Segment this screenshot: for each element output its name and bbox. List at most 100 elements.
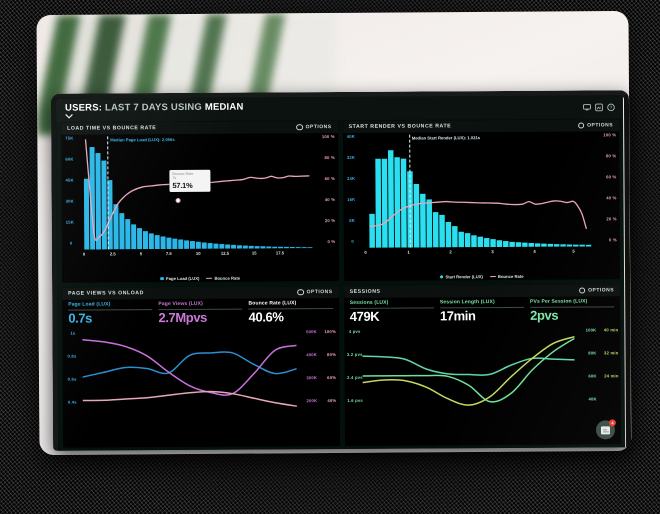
chat-button[interactable]: 4	[595, 419, 616, 440]
chart-legend: Page Load (LUX) Bounce Rate	[62, 275, 339, 282]
panel-load-time: LOAD TIME VS BOUNCE RATE OPTIONS 75K 60K…	[61, 121, 339, 283]
panel-options-button[interactable]: OPTIONS	[296, 123, 332, 131]
chart-sessions[interactable]	[361, 329, 575, 414]
chart-legend: Start Render (LUX) Bounce Rate	[344, 273, 621, 280]
x-tick: 0	[364, 249, 367, 255]
metric-value: 2pvs	[530, 307, 559, 324]
metric-value: 0.7s	[68, 310, 93, 326]
chevron-down-icon[interactable]	[65, 102, 248, 119]
metric-value: 17min	[439, 308, 476, 324]
help-icon[interactable]: ?	[607, 103, 615, 111]
y2-tick: 0 %	[608, 237, 617, 243]
panel-options-button[interactable]: OPTIONS	[297, 288, 333, 296]
page-title-prefix: USERS:	[64, 101, 103, 114]
panel-page-views: PAGE VIEWS VS ONLOAD OPTIONS Page Load (…	[62, 286, 340, 448]
panel-title: PAGE VIEWS VS ONLOAD	[68, 290, 144, 297]
metric-session-length: Session Length (LUX) 17min	[439, 299, 525, 328]
panel-title: LOAD TIME VS BOUNCE RATE	[67, 125, 157, 132]
y3-tick: 40%	[327, 398, 337, 404]
y-tick: 0	[351, 238, 354, 244]
y2-tick: 500K	[306, 329, 317, 335]
x-tick: 17.5	[275, 250, 285, 256]
metric-rule	[349, 306, 434, 309]
legend-item[interactable]: Bounce Rate	[206, 276, 240, 281]
y3-tick: 100%	[324, 329, 336, 335]
chart-load-time[interactable]	[83, 135, 313, 250]
median-label: Median Page Load (LUX): 2.056s	[110, 137, 175, 143]
monitor-icon[interactable]	[583, 103, 591, 111]
y2-tick: 20 %	[324, 218, 336, 224]
y3-tick: 60%	[327, 375, 337, 381]
metric-rule	[248, 307, 333, 309]
tooltip: Bounce Rate 7s 57.1%	[169, 169, 211, 193]
panel-body: 40K 32K 24K 16K 8K 0 100 % 80 % 60 % 40 …	[343, 131, 620, 281]
panel-options-button[interactable]: OPTIONS	[578, 122, 613, 129]
x-tick: 0	[82, 251, 86, 257]
y-tick: 0.6s	[67, 376, 77, 382]
page-title-using: USING	[170, 101, 203, 113]
sparkline-area: 4 pvs 3.2 pvs 2.4 pvs 1.6 pvs 100K 80K 6…	[344, 326, 621, 446]
legend-item[interactable]: Bounce Rate	[489, 274, 524, 279]
y-tick: 2.4 pvs	[347, 374, 363, 380]
legend-item[interactable]: Start Render (LUX)	[440, 274, 483, 279]
metric-rule	[68, 308, 153, 310]
panel-options-button[interactable]: OPTIONS	[579, 287, 614, 294]
y2-tick: 80 %	[605, 153, 617, 159]
panel-body: Page Load (LUX) 0.7s Page Views (LUX) 2.…	[62, 298, 339, 448]
y-tick: 32K	[346, 154, 356, 160]
image-icon[interactable]	[595, 103, 603, 111]
y3-tick: 40 min	[603, 327, 619, 333]
y3-tick: 32 min	[604, 350, 619, 356]
chart-start-render[interactable]	[365, 133, 595, 248]
window-controls: ?	[583, 103, 615, 111]
legend-item[interactable]: Page Load (LUX)	[160, 276, 199, 281]
y2-tick: 60 %	[606, 174, 617, 180]
x-tick: 2	[449, 249, 452, 255]
y-tick: 40K	[346, 133, 355, 139]
gear-icon	[296, 123, 304, 131]
y-tick: 8K	[349, 217, 355, 223]
gear-icon	[297, 288, 305, 296]
y-tick: 3.2 pvs	[346, 351, 363, 357]
gear-icon	[578, 122, 585, 129]
y2-tick: 60K	[588, 373, 597, 379]
tablet-bezel: USERS: LAST 7 DAYS USING MEDIAN	[50, 90, 632, 451]
metric-page-load: Page Load (LUX) 0.7s	[68, 301, 153, 330]
y2-tick: 100 %	[321, 134, 335, 140]
y2-tick: 80K	[588, 350, 597, 356]
chart-page-views[interactable]	[82, 330, 297, 415]
dashboard: USERS: LAST 7 DAYS USING MEDIAN	[55, 95, 626, 450]
metric-bounce-rate: Bounce Rate (LUX) 40.6%	[249, 300, 333, 329]
y-tick: 0	[69, 240, 73, 246]
tooltip-value: 57.1%	[172, 180, 193, 190]
y-tick: 45K	[65, 177, 74, 183]
panel-body: Sessions (LUX) 479K Session Length (LUX)…	[344, 296, 621, 446]
panel-options-label: OPTIONS	[587, 122, 614, 129]
svg-text:?: ?	[610, 105, 613, 111]
x-tick: 5	[139, 251, 143, 257]
chat-icon	[600, 425, 611, 434]
sparkline-area: 1s 0.8s 0.6s 0.4s 500K 400K 300K 200K 10…	[62, 328, 339, 448]
x-tick: 1	[407, 249, 410, 255]
y-tick: 4 pvs	[348, 328, 361, 334]
y2-tick: 400K	[306, 352, 318, 358]
legend-label: Start Render (LUX)	[445, 274, 483, 280]
dashboard-header: USERS: LAST 7 DAYS USING MEDIAN	[55, 95, 625, 122]
y-tick: 75K	[65, 135, 74, 141]
metric-rule	[530, 305, 615, 308]
y-tick: 1s	[70, 330, 76, 336]
legend-line-icon	[489, 275, 496, 278]
metric-value: 40.6%	[248, 309, 284, 325]
panel-body: 75K 60K 45K 30K 15K 0 100 % 80 % 60 % 40…	[61, 133, 338, 283]
panel-options-label: OPTIONS	[306, 289, 333, 296]
legend-line-icon	[206, 277, 213, 280]
gear-icon	[579, 287, 586, 294]
y-tick: 24K	[346, 175, 356, 181]
page-title: USERS: LAST 7 DAYS USING MEDIAN	[64, 101, 248, 119]
y2-tick: 100K	[585, 327, 597, 333]
metric-value: 2.7Mpvs	[158, 310, 208, 326]
panel-start-render: START RENDER VS BOUNCE RATE OPTIONS 40K …	[342, 119, 621, 281]
y-tick: 0.8s	[67, 353, 77, 359]
y2-tick: 20 %	[606, 216, 617, 222]
